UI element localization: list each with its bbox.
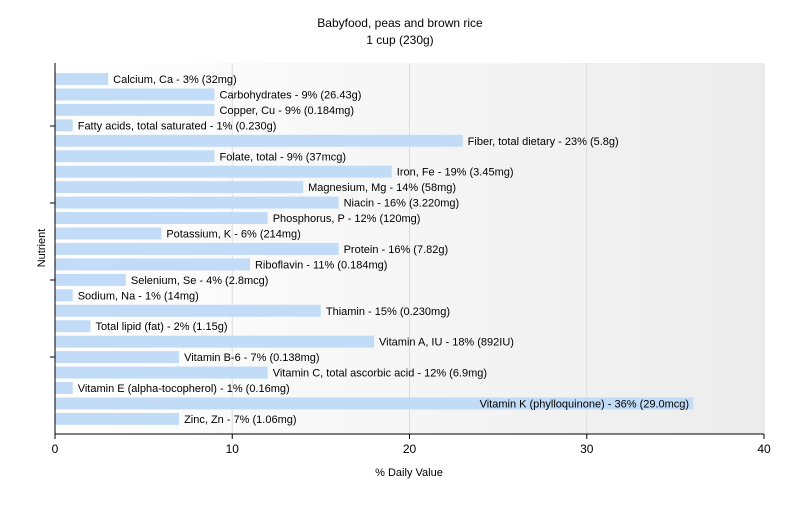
bar-label: Riboflavin - 11% (0.184mg) xyxy=(255,259,387,271)
bar xyxy=(55,119,73,132)
bar xyxy=(55,258,250,271)
bar-label: Potassium, K - 6% (214mg) xyxy=(166,229,301,241)
bar-label: Total lipid (fat) - 2% (1.15g) xyxy=(95,321,227,333)
bars xyxy=(55,73,694,425)
chart-subtitle: 1 cup (230g) xyxy=(366,33,433,47)
bar-label: Fiber, total dietary - 23% (5.8g) xyxy=(468,136,619,148)
x-tick-label: 0 xyxy=(52,442,59,456)
bar xyxy=(55,88,215,101)
bar xyxy=(55,181,304,194)
bar xyxy=(55,351,180,364)
bar-label: Vitamin E (alpha-tocopherol) - 1% (0.16m… xyxy=(78,383,290,395)
bar xyxy=(55,289,73,302)
bar-label: Selenium, Se - 4% (2.8mcg) xyxy=(131,275,269,287)
bar-label: Thiamin - 15% (0.230mg) xyxy=(326,306,450,318)
bar xyxy=(55,273,126,286)
bar xyxy=(55,150,215,163)
bar-label: Zinc, Zn - 7% (1.06mg) xyxy=(184,414,296,426)
bar-label: Vitamin B-6 - 7% (0.138mg) xyxy=(184,352,320,364)
bar xyxy=(55,242,339,255)
bar-label: Copper, Cu - 9% (0.184mg) xyxy=(220,105,355,117)
bar xyxy=(55,73,109,85)
bar-label: Iron, Fe - 19% (3.45mg) xyxy=(397,167,514,179)
bar xyxy=(55,320,91,333)
bar-label: Protein - 16% (7.82g) xyxy=(344,244,449,256)
bar-label: Phosphorus, P - 12% (120mg) xyxy=(273,213,421,225)
bar-label: Fatty acids, total saturated - 1% (0.230… xyxy=(78,120,277,132)
bar-label: Carbohydrates - 9% (26.43g) xyxy=(220,89,362,101)
bar xyxy=(55,134,463,147)
bar xyxy=(55,196,339,209)
bar xyxy=(55,335,375,348)
chart-title: Babyfood, peas and brown rice xyxy=(317,16,483,30)
bar xyxy=(55,397,694,410)
bar-label: Sodium, Na - 1% (14mg) xyxy=(78,290,199,302)
bar-label: Vitamin C, total ascorbic acid - 12% (6.… xyxy=(273,368,487,380)
bar-label: Calcium, Ca - 3% (32mg) xyxy=(113,74,236,86)
bar xyxy=(55,165,392,178)
bar xyxy=(55,412,180,425)
bar-labels: Calcium, Ca - 3% (32mg) Carbohydrates - 9… xyxy=(78,74,689,426)
axis-ticks: 0 10 20 30 40 xyxy=(50,125,771,456)
bar-label: Niacin - 16% (3.220mg) xyxy=(344,198,460,210)
x-tick-label: 30 xyxy=(580,442,594,456)
x-tick-label: 20 xyxy=(403,442,417,456)
bar-label: Vitamin A, IU - 18% (892IU) xyxy=(379,337,514,349)
y-axis-label: Nutrient xyxy=(36,229,48,268)
x-axis-label: % Daily Value xyxy=(375,467,443,479)
bar-label: Folate, total - 9% (37mcg) xyxy=(220,151,347,163)
x-tick-label: 10 xyxy=(226,442,240,456)
bar xyxy=(55,382,73,394)
bar xyxy=(55,366,268,379)
x-tick-label: 40 xyxy=(757,442,771,456)
bar-label: Vitamin K (phylloquinone) - 36% (29.0mcg… xyxy=(480,398,690,410)
bar xyxy=(55,304,321,317)
bar xyxy=(55,227,162,240)
bar-label: Magnesium, Mg - 14% (58mg) xyxy=(308,182,456,194)
bar xyxy=(55,103,215,116)
bar xyxy=(55,212,268,225)
